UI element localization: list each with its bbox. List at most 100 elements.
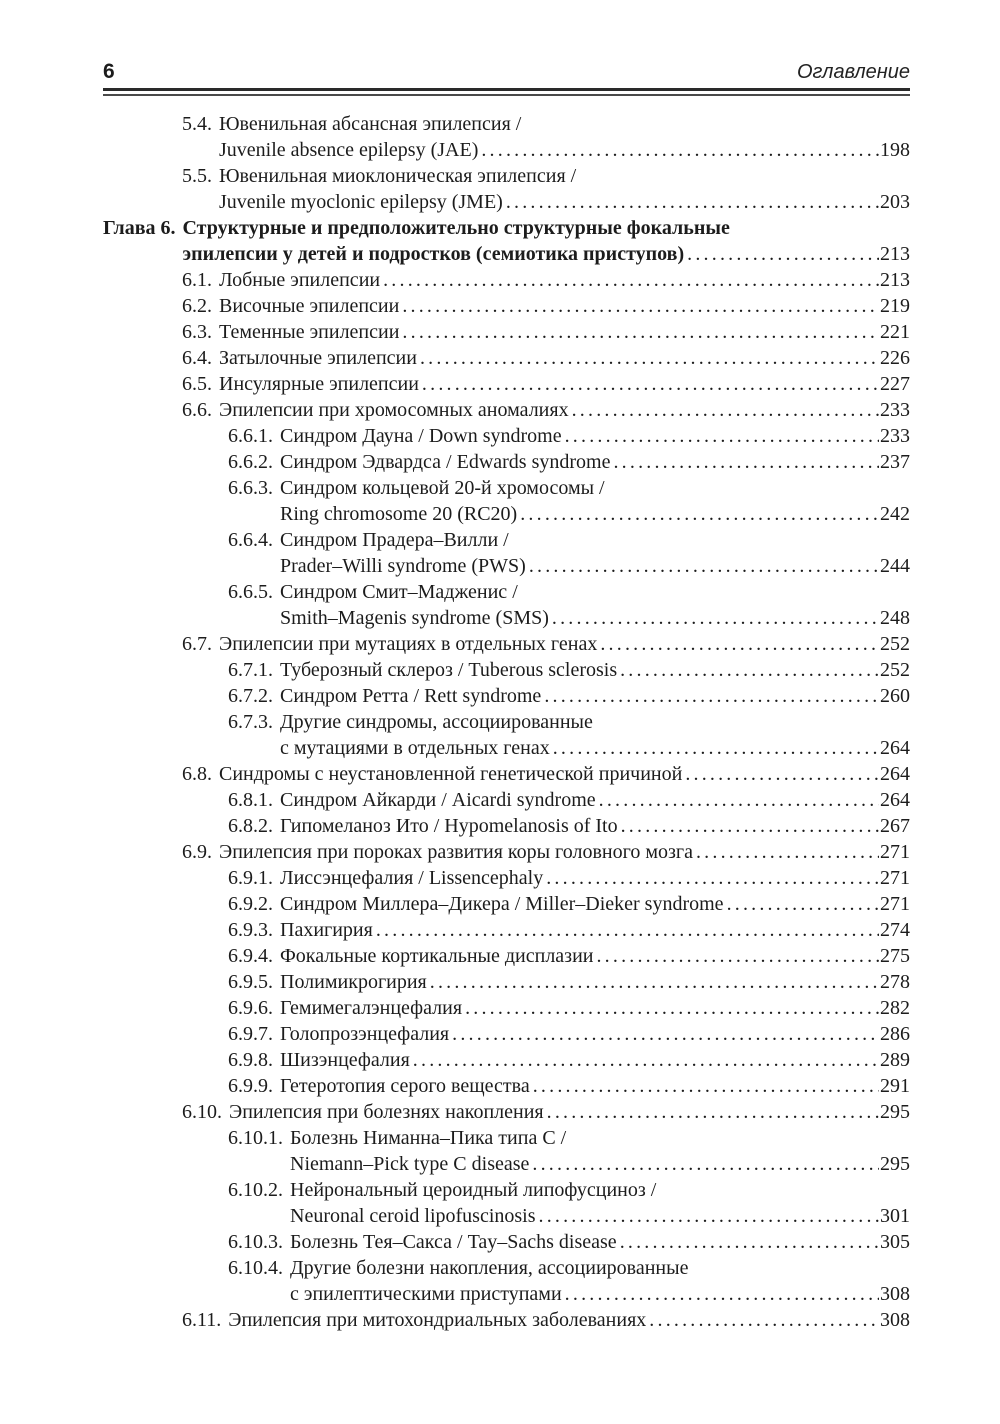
- toc-page-ref: 203: [880, 191, 910, 213]
- toc-entry-text: Синдром Айкарди / Aicardi syndrome: [280, 789, 596, 811]
- toc-entry-title: Болезнь Ниманна–Пика типа C / Niemann–Pic…: [290, 1125, 910, 1177]
- toc-entry-line: Ювенильная миоклоническая эпилепсия /: [219, 163, 910, 189]
- toc-entry-text: Голопрозэнцефалия: [280, 1023, 450, 1045]
- toc-entry-line: Затылочные эпилепсии 226: [219, 345, 910, 371]
- dot-leader: [685, 761, 879, 787]
- toc-entry-text: Эпилепсия при митохондриальных заболеван…: [228, 1309, 647, 1331]
- toc-entry-number: 6.7.3.: [228, 711, 273, 733]
- toc-entry-number: 6.9.8.: [228, 1049, 273, 1071]
- toc-page-ref: 264: [880, 789, 910, 811]
- toc-page-ref: 274: [880, 919, 910, 941]
- toc-entry-number: 6.4.: [182, 347, 212, 369]
- toc-entry-title: Синдром Эдвардса / Edwards syndrome 237: [280, 449, 910, 475]
- dot-leader: [572, 397, 879, 423]
- toc-entry-line: Синдром кольцевой 20-й хромосомы /: [280, 475, 910, 501]
- toc-entry-number: 6.1.: [182, 269, 212, 291]
- toc-entry-line: Эпилепсия при митохондриальных заболеван…: [228, 1307, 910, 1333]
- dot-leader: [565, 1281, 879, 1307]
- toc-entry-number: 6.11.: [182, 1309, 222, 1331]
- toc-page-ref: 233: [880, 399, 910, 421]
- toc-entry: 6.10. Эпилепсия при болезнях накопления 29…: [182, 1099, 910, 1125]
- dot-leader: [552, 605, 879, 631]
- dot-leader: [696, 839, 879, 865]
- dot-leader: [533, 1073, 879, 1099]
- toc-entry: 6.9.4. Фокальные кортикальные дисплазии 27…: [228, 943, 910, 969]
- toc-entry-text: Эпилепсия при болезнях накопления: [229, 1101, 544, 1123]
- toc-entry-title: Эпилепсия при болезнях накопления 295: [229, 1099, 910, 1125]
- dot-leader: [532, 1151, 879, 1177]
- toc-entry-text: Синдром Эдвардса / Edwards syndrome: [280, 451, 611, 473]
- toc-entry-number: 6.6.5.: [228, 581, 273, 603]
- toc-entry-text: Гетеротопия серого вещества: [280, 1075, 530, 1097]
- toc-entry-title: Лиссэнцефалия / Lissencephaly 271: [280, 865, 910, 891]
- toc-entry-line: Структурные и предположительно структурн…: [183, 215, 911, 241]
- toc-page-ref: 286: [880, 1023, 910, 1045]
- toc-entry-line: Гетеротопия серого вещества 291: [280, 1073, 910, 1099]
- dot-leader: [546, 865, 879, 891]
- toc-entry-text: с мутациями в отдельных генах: [280, 737, 550, 759]
- toc-entry-number: 6.6.2.: [228, 451, 273, 473]
- toc-entry-number: 6.7.: [182, 633, 212, 655]
- dot-leader: [422, 371, 879, 397]
- toc-entry-title: Другие болезни накопления, ассоциированн…: [290, 1255, 910, 1307]
- toc-entry: 6.9.3. Пахигирия 274: [228, 917, 910, 943]
- toc-entry: 6.8. Синдромы с неустановленной генетичес…: [182, 761, 910, 787]
- toc-entry: 6.6.4. Синдром Прадера–Вилли / Prader–Will…: [228, 527, 910, 579]
- toc-entry-title: Гипомеланоз Ито / Hypomelanosis of Ito 26…: [280, 813, 910, 839]
- toc-entry-line: Височные эпилепсии 219: [219, 293, 910, 319]
- toc-entry-line: Синдром Миллера–Дикера / Miller–Dieker s…: [280, 891, 910, 917]
- toc-entry-line: Neuronal ceroid lipofuscinosis 301: [290, 1203, 910, 1229]
- dot-leader: [465, 995, 879, 1021]
- toc-entry-line: Синдром Дауна / Down syndrome 233: [280, 423, 910, 449]
- dot-leader: [621, 813, 879, 839]
- toc-entry-text: Затылочные эпилепсии: [219, 347, 417, 369]
- toc-entry-text: Синдром Смит–Мадженис /: [280, 581, 518, 603]
- toc-entry: 6.9.7. Голопрозэнцефалия 286: [228, 1021, 910, 1047]
- toc-entry-number: 6.9.9.: [228, 1075, 273, 1097]
- toc-entry-text: Эпилепсии при хромосомных аномалиях: [219, 399, 569, 421]
- toc-entry-title: Фокальные кортикальные дисплазии 275: [280, 943, 910, 969]
- toc-entry-text: Шизэнцефалия: [280, 1049, 410, 1071]
- toc-entry: 6.2. Височные эпилепсии 219: [182, 293, 910, 319]
- toc-entry-text: Болезнь Ниманна–Пика типа C /: [290, 1127, 567, 1149]
- toc-entry-number: 6.9.2.: [228, 893, 273, 915]
- toc-entry-line: Ring chromosome 20 (RC20) 242: [280, 501, 910, 527]
- toc-entry: 6.9. Эпилепсия при пороках развития коры …: [182, 839, 910, 865]
- toc-entry-title: Другие синдромы, ассоциированные с мутаци…: [280, 709, 910, 761]
- toc-entry-number: 6.7.1.: [228, 659, 273, 681]
- toc-entry-title: Ювенильная абсансная эпилепсия / Juvenile…: [219, 111, 910, 163]
- toc-entry-text: Лобные эпилепсии: [219, 269, 381, 291]
- toc-entry-text: эпилепсии у детей и подростков (семиотик…: [182, 243, 685, 265]
- toc-entry: 6.7.1. Туберозный склероз / Tuberous scle…: [228, 657, 910, 683]
- toc-entry-number: 6.8.2.: [228, 815, 273, 837]
- toc-entry-line: Эпилепсии при хромосомных аномалиях 233: [219, 397, 910, 423]
- toc-entry-line: Синдром Ретта / Rett syndrome 260: [280, 683, 910, 709]
- toc-entry-line: Ювенильная абсансная эпилепсия /: [219, 111, 910, 137]
- toc-page-ref: 295: [880, 1101, 910, 1123]
- toc-entry-text: с эпилептическими приступами: [290, 1283, 562, 1305]
- toc-entry-title: Синдром Смит–Мадженис / Smith–Magenis syn…: [280, 579, 910, 631]
- toc-entry-title: Синдром кольцевой 20-й хромосомы / Ring c…: [280, 475, 910, 527]
- toc-entry-number: 5.5.: [182, 165, 212, 187]
- dot-leader: [520, 501, 879, 527]
- toc-entry-title: Синдром Прадера–Вилли / Prader–Willi synd…: [280, 527, 910, 579]
- toc-page-ref: 237: [880, 451, 910, 473]
- toc-page-ref: 301: [880, 1205, 910, 1227]
- toc-entry-number: 6.10.3.: [228, 1231, 283, 1253]
- toc-entry-line: Голопрозэнцефалия 286: [280, 1021, 910, 1047]
- toc-entry-number: 6.5.: [182, 373, 212, 395]
- dot-leader: [620, 657, 879, 683]
- toc-page-ref: 308: [880, 1309, 910, 1331]
- toc-entry-line: Туберозный склероз / Tuberous sclerosis 2…: [280, 657, 910, 683]
- toc-page-ref: 213: [880, 269, 910, 291]
- toc-entry-number: 6.6.4.: [228, 529, 273, 551]
- toc-entry-text: Синдром Миллера–Дикера / Miller–Dieker s…: [280, 893, 724, 915]
- toc-entry-line: с эпилептическими приступами 308: [290, 1281, 910, 1307]
- toc-page-ref: 226: [880, 347, 910, 369]
- toc-entry-text: Инсулярные эпилепсии: [219, 373, 419, 395]
- dot-leader: [649, 1307, 879, 1333]
- toc-entry-number: 6.10.: [182, 1101, 222, 1123]
- toc-page-ref: 289: [880, 1049, 910, 1071]
- toc-entry-title: Болезнь Тея–Сакса / Tay–Sachs disease 305: [290, 1229, 910, 1255]
